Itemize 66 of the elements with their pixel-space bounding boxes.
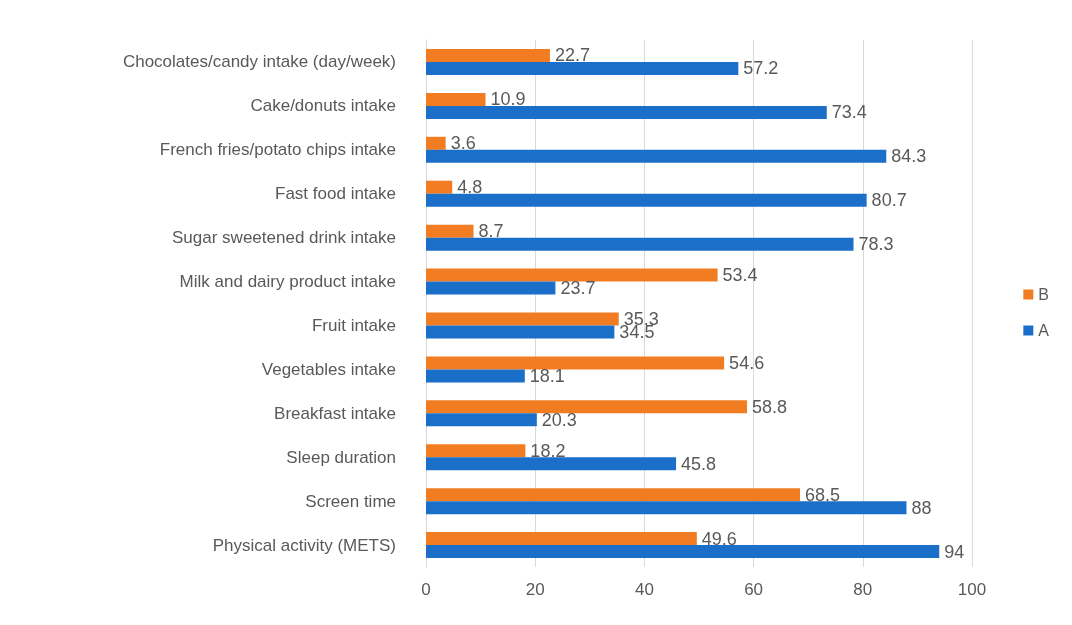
y-tick-label: Fast food intake — [275, 184, 396, 204]
legend-label: A — [1038, 322, 1050, 339]
bar — [426, 48, 550, 62]
bar — [426, 92, 486, 106]
x-tick-label: 0 — [421, 580, 431, 599]
data-label: 45.8 — [681, 453, 717, 474]
data-label: 8.7 — [478, 221, 504, 242]
y-tick-label: Vegetables intake — [261, 359, 396, 379]
data-label: 49.6 — [701, 528, 737, 549]
bar — [426, 61, 739, 75]
bar — [426, 444, 526, 458]
bar — [426, 180, 453, 194]
data-label: 73.4 — [831, 102, 867, 123]
x-tick-label: 100 — [957, 580, 987, 599]
bar — [426, 224, 474, 238]
bar — [426, 312, 619, 326]
data-label: 57.2 — [743, 58, 779, 79]
y-tick-label: Chocolates/candy intake (day/week) — [122, 52, 396, 72]
bar — [426, 488, 801, 502]
data-label: 23.7 — [560, 278, 596, 299]
bar — [426, 268, 718, 282]
y-tick-label: Screen time — [305, 491, 396, 511]
x-tick-label: 60 — [744, 580, 764, 599]
bar — [426, 413, 537, 427]
y-tick-label: Cake/donuts intake — [250, 96, 396, 116]
data-label: 58.8 — [752, 396, 788, 417]
y-tick-label: Fruit intake — [311, 315, 396, 335]
y-tick-label: Breakfast intake — [274, 403, 396, 423]
data-label: 4.8 — [457, 177, 483, 198]
data-label: 20.3 — [541, 409, 577, 430]
x-tick-label: 20 — [525, 580, 545, 599]
y-tick-label: Sugar sweetened drink intake — [172, 228, 396, 248]
bar — [426, 105, 827, 119]
legend-label: B — [1038, 286, 1049, 303]
data-label: 18.2 — [530, 440, 566, 461]
data-label: 78.3 — [858, 234, 894, 255]
y-tick-label: Physical activity (METS) — [212, 535, 396, 555]
data-label: 3.6 — [450, 133, 476, 154]
x-tick-label: 40 — [634, 580, 654, 599]
data-label: 88 — [911, 497, 932, 518]
data-label: 54.6 — [729, 352, 765, 373]
bar — [426, 325, 615, 339]
bar — [426, 136, 446, 150]
bar — [426, 356, 725, 370]
bar — [426, 400, 748, 414]
bar — [426, 281, 556, 295]
bar — [426, 193, 867, 207]
bar — [426, 237, 854, 251]
data-label: 84.3 — [891, 146, 927, 167]
bar — [426, 149, 887, 163]
bar — [426, 545, 940, 559]
bar — [426, 532, 697, 546]
data-label: 94 — [944, 541, 965, 562]
bar — [426, 457, 677, 471]
data-label: 53.4 — [722, 265, 758, 286]
data-label: 80.7 — [871, 190, 907, 211]
data-label: 10.9 — [490, 89, 526, 110]
data-label: 18.1 — [529, 365, 565, 386]
bar — [426, 369, 525, 383]
bar — [426, 501, 907, 515]
y-tick-label: French fries/potato chips intake — [159, 140, 396, 160]
x-tick-label: 80 — [853, 580, 873, 599]
data-label: 22.7 — [554, 45, 590, 66]
y-tick-label: Milk and dairy product intake — [179, 272, 396, 292]
data-label: 68.5 — [805, 484, 841, 505]
y-tick-label: Sleep duration — [286, 447, 396, 467]
